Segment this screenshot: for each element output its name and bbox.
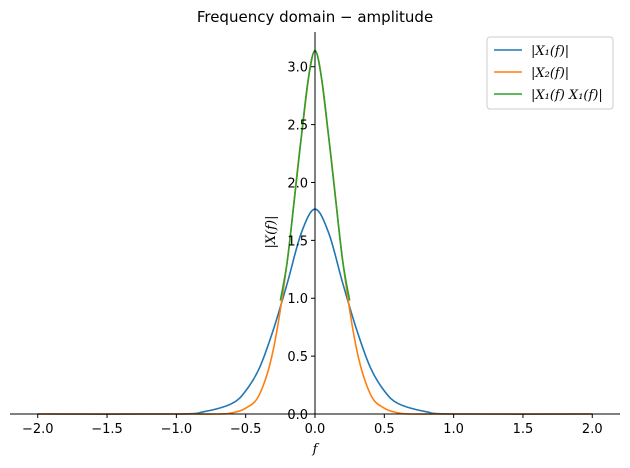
y-axis-label: |X(f)|: [264, 216, 279, 249]
legend-frame: [486, 36, 614, 110]
x-tick-label: 1.0: [443, 422, 464, 437]
x-tick-label: −0.5: [230, 422, 262, 437]
chart-title: Frequency domain − amplitude: [197, 8, 433, 26]
x-tick-label: −2.0: [22, 422, 54, 437]
x-tick-label: −1.0: [161, 422, 193, 437]
x-axis-label: f: [312, 442, 320, 457]
x-tick-label: 0.0: [305, 422, 326, 437]
y-tick-label: 1.5: [287, 234, 308, 249]
legend-label-3: |X₁(f) X₁(f)|: [531, 88, 603, 103]
x-tick-label: −1.5: [91, 422, 123, 437]
y-tick-label: 0.0: [287, 408, 308, 423]
axes-layer: −2.0 −1.5 −1.0 −0.5 0.0 0.5 1.0 1.5 2.0 0.0 0.5 1.0…: [10, 32, 620, 437]
y-tick-label: 0.5: [287, 350, 308, 365]
legend-label-2: |X₂(f)|: [531, 66, 569, 81]
x-tick-label: 2.0: [582, 422, 603, 437]
x-tick-label: 0.5: [374, 422, 395, 437]
legend-label-1: |X₁(f)|: [531, 44, 569, 59]
legend: |X₁(f)| |X₂(f)| |X₁(f) X₁(f)|: [486, 36, 614, 110]
y-tick-label: 2.0: [287, 176, 308, 191]
x-tick-label: 1.5: [513, 422, 534, 437]
y-tick-label: 1.0: [287, 292, 308, 307]
y-tick-label: 3.0: [287, 61, 308, 76]
y-tick-label: 2.5: [287, 119, 308, 134]
